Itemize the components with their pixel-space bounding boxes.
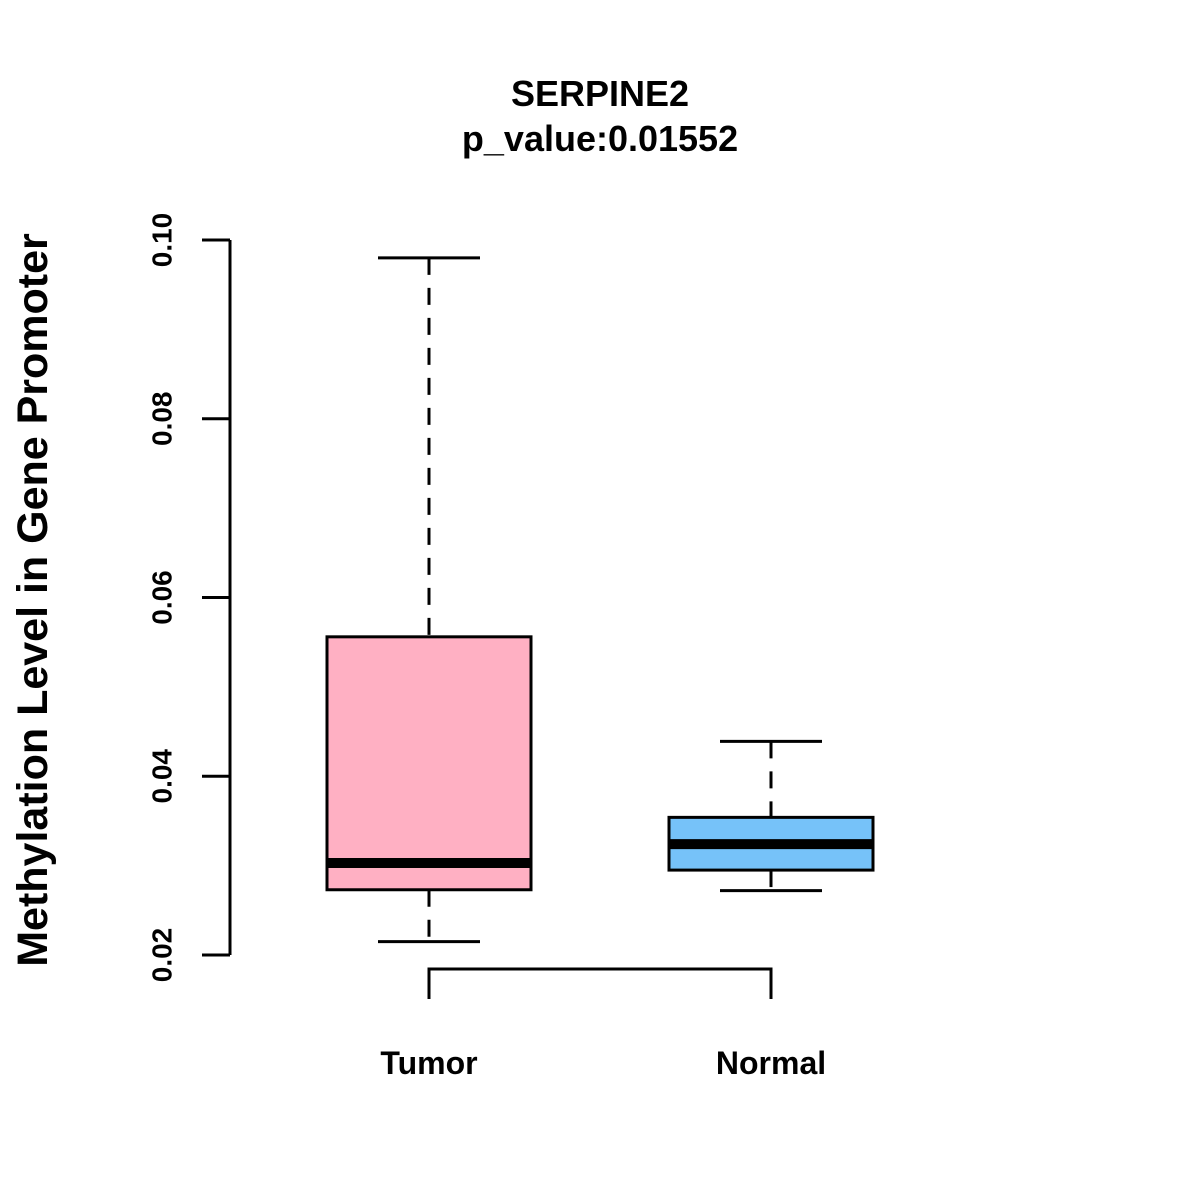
box-normal — [667, 739, 875, 893]
y-tick-label: 0.04 — [147, 749, 178, 804]
category-label-tumor: Tumor — [380, 1045, 477, 1081]
chart-title: SERPINE2 — [511, 73, 689, 114]
category-label-normal: Normal — [716, 1045, 826, 1081]
y-tick-label: 0.06 — [147, 570, 178, 625]
chart-subtitle: p_value:0.01552 — [462, 118, 738, 159]
y-tick-label: 0.02 — [147, 928, 178, 983]
box-tumor — [325, 256, 533, 944]
y-axis-label: Methylation Level in Gene Promoter — [9, 233, 57, 967]
significance-bracket — [427, 967, 773, 999]
y-tick-label: 0.10 — [147, 213, 178, 268]
y-tick-label: 0.08 — [147, 392, 178, 447]
iqr-box — [325, 635, 533, 892]
